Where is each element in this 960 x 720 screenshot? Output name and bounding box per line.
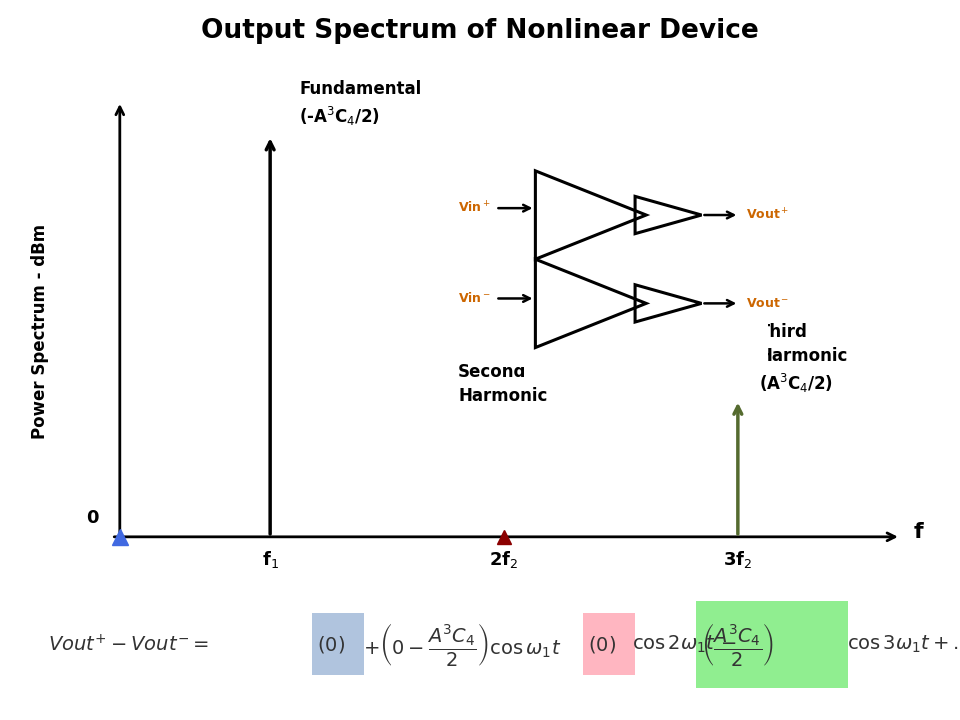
Text: $+\left(0-\dfrac{A^3C_4}{2}\right)\cos\omega_1 t$: $+\left(0-\dfrac{A^3C_4}{2}\right)\cos\o…	[363, 621, 562, 668]
Text: $\cos 3\omega_1 t+...$: $\cos 3\omega_1 t+...$	[847, 634, 960, 655]
Text: 3f$_2$: 3f$_2$	[723, 549, 753, 570]
Text: Second
Harmonic: Second Harmonic	[458, 363, 547, 405]
Text: Vout$^-$: Vout$^-$	[746, 297, 789, 310]
Text: Vin$^+$: Vin$^+$	[458, 200, 492, 216]
Text: Vin$^-$: Vin$^-$	[458, 292, 492, 305]
Text: Vout$^+$: Vout$^+$	[746, 207, 789, 222]
Text: $\mathit{(0)}$: $\mathit{(0)}$	[317, 634, 345, 655]
Text: $\mathit{(0)}$: $\mathit{(0)}$	[588, 634, 615, 655]
Text: f$_1$: f$_1$	[262, 549, 278, 570]
Text: f: f	[913, 522, 923, 542]
Text: Power Spectrum - dBm: Power Spectrum - dBm	[32, 224, 50, 438]
Text: Fundamental
(-A$^3$C$_4$/2): Fundamental (-A$^3$C$_4$/2)	[300, 80, 421, 128]
Text: Output Spectrum of Nonlinear Device: Output Spectrum of Nonlinear Device	[202, 18, 758, 44]
Text: $\left(\dfrac{A^3C_4}{2}\right)$: $\left(\dfrac{A^3C_4}{2}\right)$	[701, 621, 774, 668]
Text: $\cos 2\omega_1 t\,-$: $\cos 2\omega_1 t\,-$	[632, 634, 736, 655]
Text: Third
Harmonic
(A$^3$C$_4$/2): Third Harmonic (A$^3$C$_4$/2)	[758, 323, 848, 395]
Text: 2f$_2$: 2f$_2$	[490, 549, 518, 570]
Text: 0: 0	[86, 509, 99, 527]
Text: $\mathit{Vout}^{+}-\mathit{Vout}^{-}=$: $\mathit{Vout}^{+}-\mathit{Vout}^{-}=$	[48, 634, 209, 655]
